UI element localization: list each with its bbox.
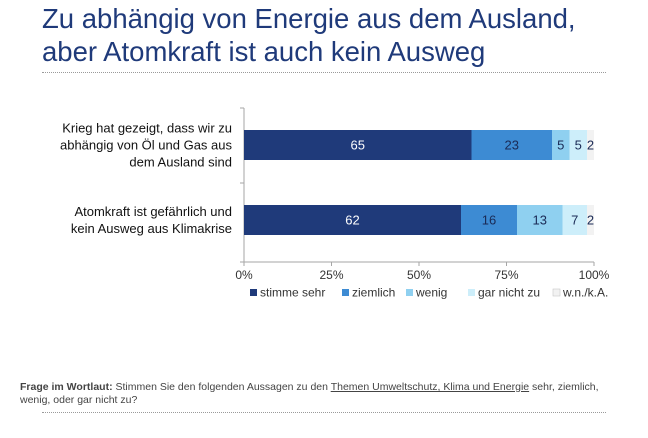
legend-label-1: ziemlich: [352, 286, 395, 300]
x-tick-label-3: 75%: [494, 268, 518, 282]
bar-value-label-1-3: 7: [571, 213, 578, 228]
title-divider: [42, 72, 606, 73]
x-tick-label-2: 50%: [407, 268, 431, 282]
bar-value-label-1-4: 2: [587, 213, 594, 228]
legend-swatch-2: [406, 289, 413, 296]
chart-title-line-1: Zu abhängig von Energie aus dem Ausland,: [42, 3, 576, 34]
legend-label-2: wenig: [415, 286, 447, 300]
bar-segment-0-3: [569, 130, 587, 160]
footnote-label: Frage im Wortlaut:: [20, 381, 113, 393]
bar-value-label-0-1: 23: [505, 138, 519, 153]
bar-segment-0-2: [552, 130, 570, 160]
legend-swatch-0: [250, 289, 257, 296]
x-tick-label-4: 100%: [579, 268, 610, 282]
bar-segment-1-4: [587, 205, 594, 235]
legend-label-4: w.n./k.A.: [562, 286, 608, 300]
bar-value-label-0-3: 5: [575, 138, 582, 153]
bar-value-label-0-4: 2: [587, 138, 594, 153]
chart-title: Zu abhängig von Energie aus dem Ausland,…: [42, 2, 632, 68]
bar-segment-0-4: [587, 130, 594, 160]
bar-segment-0-0: [244, 130, 472, 160]
bar-value-label-1-1: 16: [482, 213, 496, 228]
bar-segment-1-1: [461, 205, 517, 235]
footnote: Frage im Wortlaut: Stimmen Sie den folge…: [20, 381, 610, 407]
bar-value-label-0-2: 5: [557, 138, 564, 153]
stacked-bar-chart: 0% 25% 50% 75% 100% Krieg hat gezeigt, dass w…: [60, 107, 610, 300]
bar-segment-1-0: [244, 205, 461, 235]
legend-swatch-4: [552, 288, 561, 297]
bar-value-label-1-2: 13: [533, 213, 547, 228]
legend-label-0: stimme sehr: [260, 286, 325, 300]
x-tick-label-0: 0%: [235, 268, 253, 282]
bar-segment-1-2: [517, 205, 563, 235]
chart-title-line-2: aber Atomkraft ist auch kein Ausweg: [42, 36, 486, 67]
bar-segment-0-1: [471, 130, 552, 160]
legend-swatch-1: [342, 289, 349, 296]
bar-segment-1-3: [562, 205, 587, 235]
legend-label-3: gar nicht zu: [478, 286, 540, 300]
footnote-text-after: sehr, ziemlich, wenig, oder gar nicht zu…: [20, 381, 599, 406]
bar-value-label-0-0: 65: [351, 138, 365, 153]
footer-divider: [42, 412, 606, 413]
category-label-1: Atomkraft ist gefährlich und kein Ausweg …: [71, 204, 232, 236]
category-label-0: Krieg hat gezeigt, dass wir zu abhängig v…: [60, 121, 233, 170]
legend-swatch-3: [468, 289, 475, 296]
bar-value-label-1-0: 62: [345, 213, 359, 228]
footnote-underlined-text: Themen Umweltschutz, Klima und Energie: [330, 381, 530, 393]
x-tick-label-1: 25%: [319, 268, 343, 282]
footnote-text-before: Stimmen Sie den folgenden Aussagen zu de…: [112, 381, 331, 393]
